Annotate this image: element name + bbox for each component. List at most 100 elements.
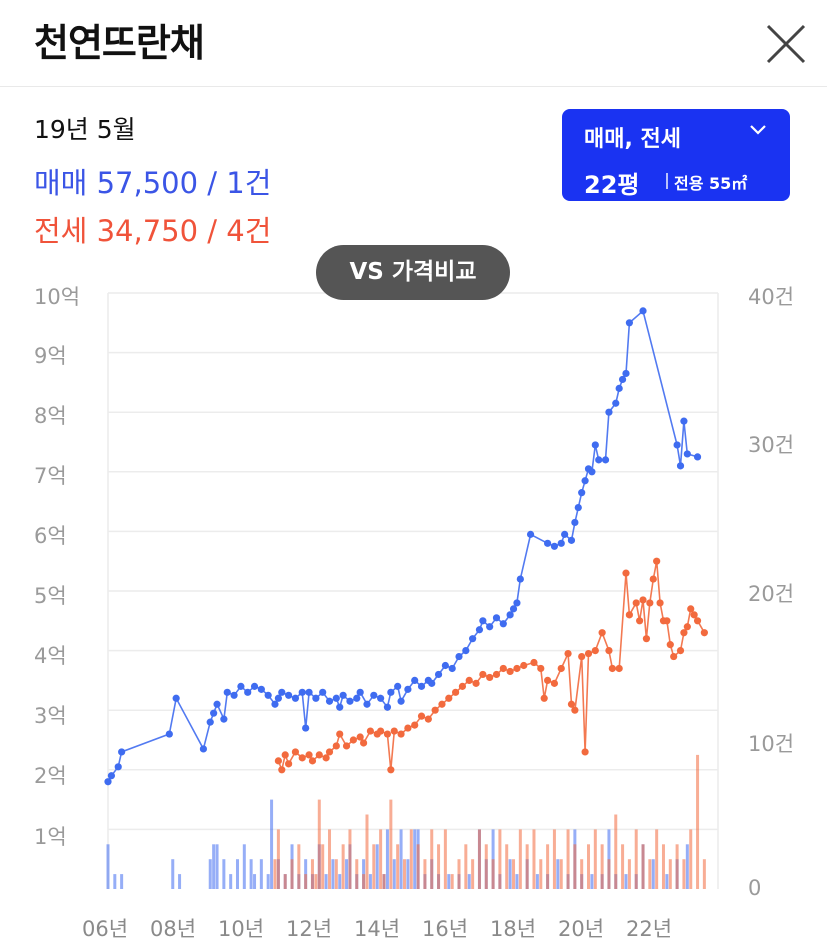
y-left-tick: 9억 bbox=[34, 344, 67, 368]
sale-point bbox=[618, 375, 627, 384]
sale-point bbox=[462, 647, 470, 655]
transaction-type-label: 매매, 전세 bbox=[584, 127, 681, 152]
sale_volume-bar bbox=[624, 874, 628, 889]
sale_volume-bar bbox=[338, 874, 342, 889]
jeonse-point bbox=[390, 727, 398, 735]
sale_volume-bar bbox=[331, 859, 335, 889]
y-left-tick: 7억 bbox=[34, 464, 67, 488]
jeonse_volume-bar bbox=[464, 844, 468, 889]
sale-point bbox=[250, 682, 259, 690]
jeonse-point bbox=[656, 599, 664, 607]
sale_volume-bar bbox=[406, 859, 410, 889]
sale-point bbox=[118, 748, 126, 756]
jeonse-point bbox=[598, 629, 606, 637]
jeonse-point bbox=[298, 754, 306, 762]
sale-line bbox=[107, 309, 698, 783]
sale-point bbox=[639, 307, 647, 315]
jeonse_volume-bar bbox=[389, 799, 393, 889]
sale-point bbox=[230, 691, 238, 699]
sale_volume-bar bbox=[212, 844, 216, 889]
jeonse-point bbox=[683, 623, 691, 631]
y-left-tick: 10억 bbox=[34, 285, 81, 309]
x-tick: 10년 bbox=[218, 917, 265, 941]
jeonse-point bbox=[492, 670, 501, 679]
y-right-tick: 0 bbox=[748, 876, 762, 900]
jeonse_volume-bar bbox=[290, 859, 294, 889]
selected-date: 19년 5월 bbox=[34, 115, 136, 144]
sale_volume-bar bbox=[556, 859, 560, 889]
sale-point bbox=[291, 694, 300, 702]
jeonse-point bbox=[431, 706, 439, 714]
jeonse-point bbox=[700, 629, 708, 637]
jeonse_volume-bar bbox=[484, 844, 488, 889]
jeonse-point bbox=[571, 706, 579, 714]
sale-point bbox=[615, 384, 623, 392]
jeonse-point bbox=[451, 688, 460, 696]
jeonse_volume-bar bbox=[668, 859, 672, 889]
jeonse_volume-bar bbox=[477, 829, 481, 889]
jeonse_volume-bar bbox=[379, 829, 383, 889]
jeonse_volume-bar bbox=[321, 844, 325, 889]
sale-point bbox=[567, 536, 576, 544]
jeonse-point bbox=[278, 766, 286, 774]
sale-point bbox=[302, 724, 310, 732]
unit-type-selector[interactable]: 매매, 전세 22평 전용 55㎡ bbox=[562, 109, 790, 201]
jeonse-point bbox=[322, 754, 330, 762]
jeonse-point bbox=[581, 748, 589, 756]
sale-point bbox=[492, 614, 501, 622]
jeonse_volume-bar bbox=[600, 844, 604, 889]
sale-point bbox=[264, 691, 272, 699]
sale-point bbox=[199, 745, 208, 753]
jeonse-point bbox=[281, 751, 289, 759]
jeonse_volume-bar bbox=[365, 814, 369, 889]
sale_volume-bar bbox=[368, 874, 372, 889]
x-tick: 22년 bbox=[626, 917, 673, 941]
jeonse_volume-bar bbox=[689, 829, 693, 889]
jeonse-point bbox=[366, 727, 375, 735]
jeonse-point bbox=[544, 676, 552, 685]
jeonse-point bbox=[274, 757, 282, 765]
jeonse-point bbox=[649, 575, 657, 583]
sale-point bbox=[588, 468, 596, 476]
sale_volume-bar bbox=[508, 859, 512, 889]
sale_volume-bar bbox=[467, 874, 471, 889]
sale-point bbox=[244, 688, 252, 696]
sale-point bbox=[455, 652, 463, 661]
jeonse-point bbox=[308, 757, 317, 765]
sale-point bbox=[319, 688, 327, 696]
jeonse-point bbox=[608, 664, 616, 673]
sale-point bbox=[223, 688, 231, 696]
jeonse_volume-bar bbox=[587, 844, 591, 889]
sale-point bbox=[448, 664, 456, 673]
jeonse_volume-bar bbox=[655, 829, 659, 889]
sale-point bbox=[469, 635, 477, 643]
jeonse_volume-bar bbox=[355, 859, 359, 889]
jeonse-point bbox=[670, 652, 678, 661]
jeonse-point bbox=[285, 760, 293, 768]
jeonse-point bbox=[530, 658, 538, 667]
jeonse-point bbox=[438, 700, 446, 708]
jeonse-point bbox=[537, 664, 545, 673]
sale-point bbox=[601, 456, 610, 464]
jeonse-point bbox=[424, 715, 432, 723]
jeonse-point bbox=[499, 664, 507, 673]
sale_volume-bar bbox=[399, 829, 403, 889]
jeonse_volume-bar bbox=[430, 829, 434, 889]
jeonse-point bbox=[625, 611, 633, 619]
y-left-tick: 6억 bbox=[34, 524, 67, 548]
sale-point bbox=[285, 691, 293, 699]
sale-point bbox=[571, 518, 579, 527]
jeonse-point bbox=[404, 724, 412, 732]
jeonse_volume-bar bbox=[648, 859, 652, 889]
exclusive-area-label: 전용 55㎡ bbox=[674, 174, 748, 193]
jeonse-point bbox=[567, 700, 576, 708]
jeonse_volume-bar bbox=[317, 799, 321, 889]
jeonse_volume-bar bbox=[409, 829, 413, 889]
vs-compare-button[interactable]: VS 가격비교 bbox=[316, 245, 510, 300]
jeonse_volume-bar bbox=[382, 874, 386, 889]
close-icon[interactable] bbox=[760, 18, 812, 70]
jeonse_volume-bar bbox=[348, 829, 352, 889]
sale-point bbox=[298, 688, 306, 696]
sale-point bbox=[526, 530, 535, 538]
